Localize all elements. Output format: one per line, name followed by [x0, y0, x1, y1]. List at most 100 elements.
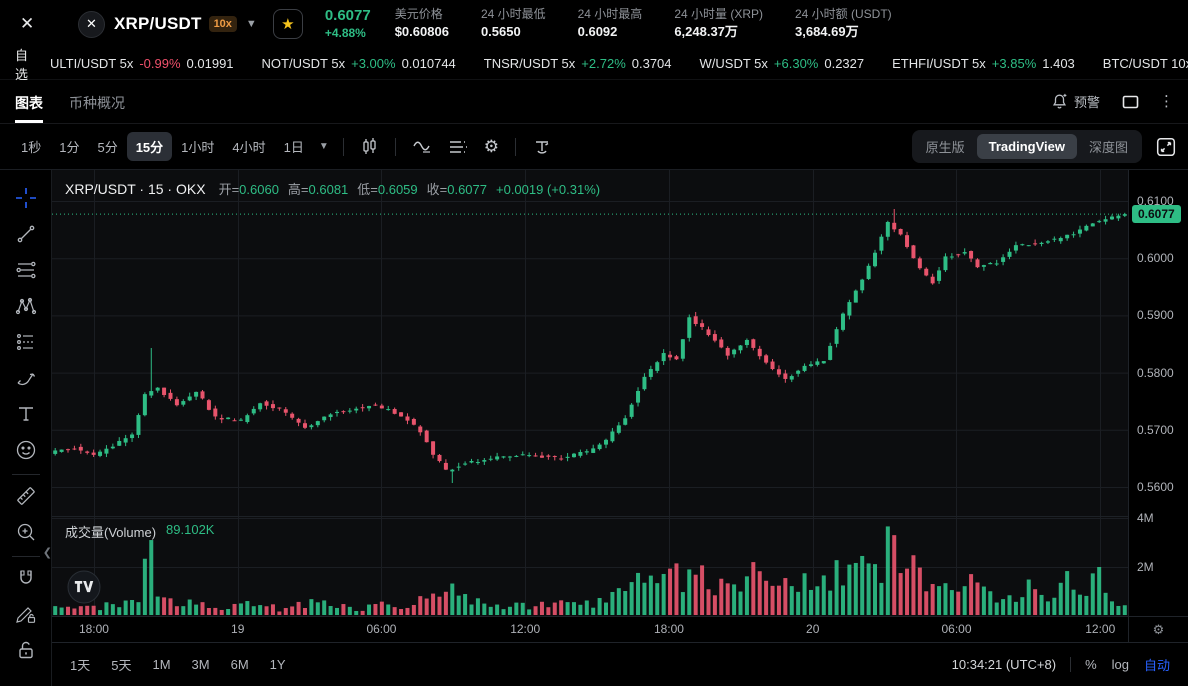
- drawing-lock-icon[interactable]: [10, 598, 42, 630]
- chart-column: XRP/USDT · 15 · OKX 开=0.6060 高=0.6081 低=…: [52, 170, 1188, 686]
- timeframe-1d[interactable]: 1日: [283, 140, 304, 155]
- fib-retracement-icon[interactable]: [10, 254, 42, 286]
- popup-window-icon[interactable]: [1122, 95, 1139, 109]
- view-native[interactable]: 原生版: [925, 140, 965, 155]
- tradingview-watermark-icon: [67, 570, 101, 604]
- xrp-logo-icon: ✕: [78, 10, 105, 38]
- volume-tick-label: 2M: [1137, 560, 1154, 574]
- kebab-menu-icon[interactable]: ⋮: [1159, 93, 1174, 110]
- tabs-row: 图表 币种概况 预警 ⋮: [0, 80, 1188, 124]
- leverage-badge: 10x: [208, 16, 237, 32]
- trend-line-icon[interactable]: [10, 218, 42, 250]
- stat-24h-turnover-usdt: 24 小时额 (USDT) 3,684.69万: [795, 6, 892, 40]
- timeframe-1m[interactable]: 1分: [59, 140, 80, 155]
- price-tick-label: 0.5600: [1137, 480, 1174, 494]
- crosshair-icon[interactable]: [10, 182, 42, 214]
- price-gridlines: [52, 170, 1128, 516]
- auto-scale-button[interactable]: 自动: [1143, 658, 1170, 673]
- fullscreen-expand-icon[interactable]: [1156, 137, 1176, 157]
- tab-coin-overview[interactable]: 币种概况: [69, 94, 125, 111]
- time-tick-label: 06:00: [366, 622, 397, 636]
- candles: [53, 209, 1127, 483]
- watchlist-label[interactable]: 自选: [15, 47, 29, 82]
- stats-row: 美元价格 $0.60806 24 小时最低 0.5650 24 小时最高 0.6…: [395, 6, 892, 42]
- drawing-toolbar: ❮: [0, 170, 52, 686]
- close-icon[interactable]: ✕: [20, 14, 35, 33]
- stat-24h-volume-xrp: 24 小时量 (XRP) 6,248.37万: [674, 6, 763, 40]
- range-5d[interactable]: 5天: [111, 658, 132, 673]
- price-pane-canvas[interactable]: [52, 170, 1128, 516]
- volume-tick-label: 4M: [1137, 511, 1154, 525]
- range-3m[interactable]: 3M: [191, 657, 210, 672]
- symbol-title: XRP/USDT: [114, 14, 202, 33]
- price-block: 0.6077 +4.88%: [325, 7, 371, 41]
- favorite-star-button[interactable]: ★: [272, 9, 303, 39]
- settings-gear-icon[interactable]: ⚙: [483, 136, 500, 156]
- time-tick-label: 18:00: [78, 622, 109, 636]
- legend-change: +0.0019 (+0.31%): [496, 182, 601, 197]
- log-scale-button[interactable]: log: [1111, 657, 1129, 672]
- timeframe-dropdown-chevron-icon[interactable]: ▼: [318, 141, 329, 152]
- ticker-item[interactable]: TNSR/USDT 5x +2.72% 0.3704: [483, 56, 672, 71]
- timeframe-4h[interactable]: 4小时: [232, 140, 266, 155]
- stat-usd-price: 美元价格 $0.60806: [394, 6, 449, 40]
- price-tick-label: 0.6100: [1137, 194, 1174, 208]
- range-1y[interactable]: 1Y: [269, 657, 286, 672]
- chevron-down-icon[interactable]: ▼: [245, 18, 257, 30]
- candle-style-icon[interactable]: [352, 133, 387, 160]
- time-axis[interactable]: ⚙ 18:00 19 06:00 12:00 18:00 20 06:00 12:00: [52, 616, 1188, 642]
- tab-chart[interactable]: 图表: [15, 81, 43, 123]
- chart-snapshot-icon[interactable]: [524, 134, 560, 160]
- range-1d[interactable]: 1天: [70, 658, 91, 673]
- last-price: 0.6077: [324, 7, 371, 25]
- divider: [11, 474, 40, 475]
- percent-scale-button[interactable]: %: [1085, 657, 1097, 672]
- emoji-icon[interactable]: [10, 434, 42, 466]
- chart-area[interactable]: XRP/USDT · 15 · OKX 开=0.6060 高=0.6081 低=…: [52, 170, 1128, 616]
- legend-title[interactable]: XRP/USDT · 15 · OKX: [65, 181, 206, 197]
- ticker-item[interactable]: ULTI/USDT 5x -0.99% 0.01991: [50, 56, 234, 71]
- timeframe-5m[interactable]: 5分: [97, 140, 118, 155]
- header: ✕ ✕ XRP/USDT 10x ▼ ★ 0.6077 +4.88% 美元价格 …: [0, 0, 1188, 48]
- divider: [1070, 657, 1072, 672]
- price-tick-label: 0.5700: [1137, 422, 1174, 437]
- volume-bars: [53, 526, 1127, 615]
- divider: [342, 137, 344, 156]
- timeframe-15m-selected[interactable]: 15分: [126, 132, 173, 161]
- volume-legend: 成交量(Volume) 89.102K: [65, 522, 215, 540]
- view-depth[interactable]: 深度图: [1088, 140, 1128, 155]
- timeframe-1s[interactable]: 1秒: [21, 140, 42, 155]
- sidebar-collapse-chevron-icon[interactable]: ❮: [42, 547, 52, 559]
- divider: [11, 556, 40, 557]
- ticker-item[interactable]: ETHFI/USDT 5x +3.85% 1.403: [892, 56, 1075, 71]
- last-price-badge: 0.6077: [1132, 205, 1181, 224]
- timeframe-1h[interactable]: 1小时: [181, 140, 215, 155]
- stat-24h-low: 24 小时最低 0.5650: [480, 6, 546, 40]
- axis-settings-gear-icon[interactable]: ⚙: [1128, 617, 1188, 642]
- long-position-icon[interactable]: [10, 326, 42, 358]
- templates-icon[interactable]: [440, 135, 476, 159]
- xabcd-pattern-icon[interactable]: [10, 290, 42, 322]
- magnet-icon[interactable]: [10, 562, 42, 594]
- lock-all-drawings-icon[interactable]: [10, 634, 42, 666]
- price-tick-label: 0.5800: [1137, 365, 1174, 380]
- brush-icon[interactable]: [10, 362, 42, 394]
- clock-utc[interactable]: 10:34:21 (UTC+8): [951, 657, 1057, 672]
- time-tick-label: 12:00: [510, 622, 541, 636]
- volume-pane-canvas[interactable]: [52, 516, 1128, 615]
- text-tool-icon[interactable]: [10, 398, 42, 430]
- ruler-icon[interactable]: [10, 480, 42, 512]
- ticker-item[interactable]: BTC/USDT 10x +3.17% 60,396.0: [1102, 56, 1188, 71]
- ticker-item[interactable]: W/USDT 5x +6.30% 0.2327: [699, 56, 865, 71]
- price-change-pct: +4.88%: [324, 25, 366, 40]
- alert-button[interactable]: 预警: [1051, 92, 1100, 111]
- ticker-item[interactable]: NOT/USDT 5x +3.00% 0.010744: [261, 56, 456, 71]
- zoom-in-icon[interactable]: [10, 516, 42, 548]
- indicators-icon[interactable]: [404, 134, 440, 160]
- range-1m[interactable]: 1M: [152, 657, 171, 672]
- price-axis[interactable]: 0.6100 0.6000 0.5900 0.5800 0.5700 0.5600 0.60…: [1128, 170, 1188, 616]
- view-tradingview-selected[interactable]: TradingView: [976, 134, 1077, 159]
- range-6m[interactable]: 6M: [230, 657, 249, 672]
- chart-view-switch: 原生版 TradingView 深度图: [911, 130, 1142, 163]
- time-tick-label: 12:00: [1085, 622, 1116, 636]
